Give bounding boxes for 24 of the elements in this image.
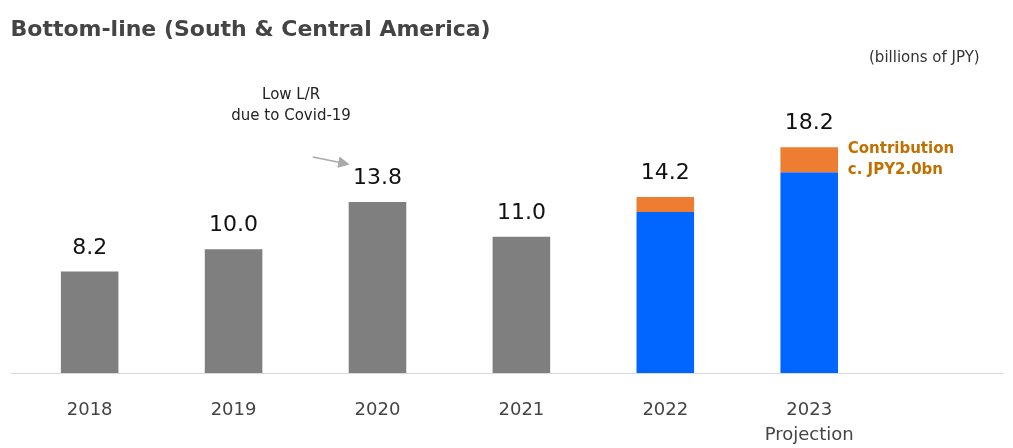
x-tick-label: 2020 [354,397,401,419]
bar [204,249,263,374]
bar [636,211,695,374]
chart-title: Bottom-line (South & Central America) [10,15,491,41]
x-tick-label: 2022 [642,397,689,419]
data-label: 8.2 [72,233,108,259]
x-tick-label: 2021 [498,397,545,419]
bar [636,197,695,212]
text: Low L/R due to Covid-19 [231,84,351,125]
bar [348,201,407,374]
total-label: 14.2 [640,159,690,185]
bar [60,271,119,374]
bar [780,147,838,173]
x-tick-label: 2019 [210,397,257,419]
text: (billions of JPY) [869,47,980,66]
bar [780,172,838,374]
x-tick-label: 2023 Projection [764,397,854,444]
bar [492,236,551,374]
data-label: 10.0 [209,211,259,237]
total-label: 18.2 [784,109,834,135]
data-label: 11.0 [496,198,546,224]
annotation: Contribution c. JPY2.0bn [847,138,955,179]
x-tick-label: 2018 [66,397,113,419]
data-label: 13.8 [352,163,402,189]
